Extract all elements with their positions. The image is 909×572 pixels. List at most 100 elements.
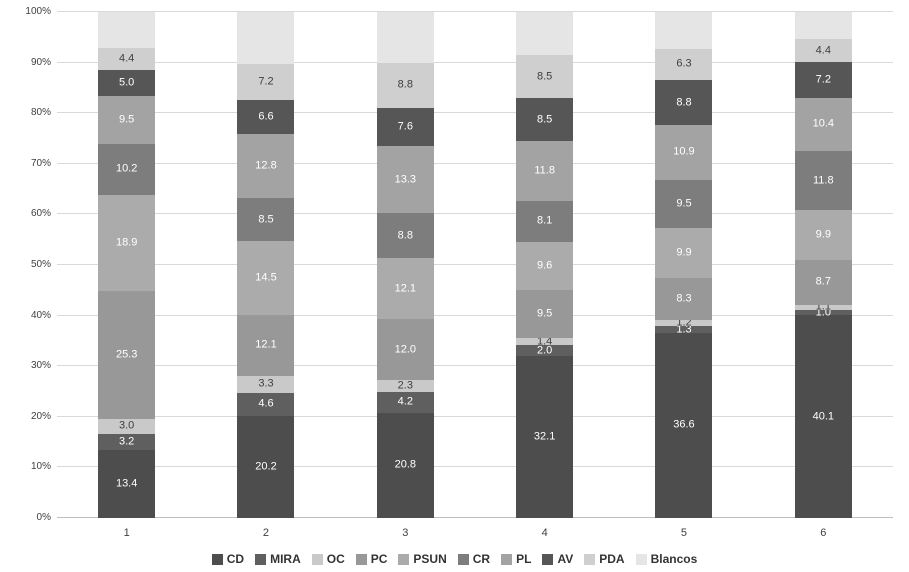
bar-segment-av: 7.2 [794,61,852,99]
legend-swatch [211,553,223,565]
bar-segment-av: 5.0 [98,70,156,96]
bar-segment-blancos [655,12,713,49]
segment-value-label: 8.7 [815,275,831,288]
bar-segment-mira: 4.2 [376,391,434,413]
y-axis-tick-label: 80% [30,107,51,119]
legend-label: AV [557,552,574,566]
legend-label: PL [516,552,532,566]
bar-segment-mira: 1.3 [655,323,713,336]
legend-item-av: AV [542,552,573,566]
bar-segment-mira: 2.0 [516,345,574,356]
segment-value-label: 1.0 [815,306,831,319]
bar-segment-pc: 8.7 [794,260,852,305]
segment-value-label: 8.8 [676,96,692,109]
segment-value-label: 9.5 [536,307,553,320]
legend-swatch [501,553,513,565]
segment-value-label: 1.3 [676,323,692,336]
bar-segment-psun: 9.9 [794,210,852,261]
gridline [57,466,893,468]
y-axis-tick-label: 10% [30,461,51,473]
bar-slot: 13.4 3.2 3.0 25.3 18.9 10.2 9.5 5.0 4.4 [57,12,196,518]
legend-item-pc: PC [355,552,388,566]
segment-value-label: 10.2 [115,162,138,175]
y-axis-tick-label: 20% [30,410,51,422]
x-axis: 1 2 3 4 5 6 [57,518,893,540]
bar-segment-psun: 12.1 [376,257,434,320]
gridline [57,517,893,518]
stacked-bar: 20.2 4.6 3.3 12.1 14.5 8.5 12.8 6.6 7.2 [237,12,295,518]
bar-segment-cd: 40.1 [794,315,852,518]
bar-segment-blancos [794,12,852,40]
legend-label: MIRA [270,552,301,566]
bar-segment-av: 8.5 [516,98,574,142]
legend-label: PC [370,552,388,566]
stacked-bar: 36.6 1.3 1.2 8.3 9.9 9.5 10.9 8.8 6.3 [655,12,713,518]
segment-value-label: 4.4 [119,52,135,65]
gridline [57,314,893,316]
segment-value-label: 9.5 [676,197,692,210]
legend-item-cr: CR [457,552,490,566]
bar-slot: 20.2 4.6 3.3 12.1 14.5 8.5 12.8 6.6 7.2 [196,12,335,518]
y-axis-tick-label: 50% [30,259,51,270]
bar-segment-pc: 25.3 [98,290,156,419]
bar-segment-pda: 7.2 [237,63,295,101]
legend-label: OC [326,552,345,566]
y-axis-tick-label: 100% [25,6,51,17]
gridline [57,112,893,114]
segment-value-label: 6.3 [676,57,692,70]
segment-value-label: 32.1 [533,430,556,443]
bar-segment-cr: 8.1 [516,200,574,242]
segment-value-label: 1.4 [536,335,553,348]
y-axis-tick-label: 60% [30,208,51,220]
bar-segment-blancos [98,12,156,48]
segment-value-label: 12.8 [255,159,277,172]
legend-swatch [398,553,410,565]
bar-segment-psun: 9.6 [516,241,574,291]
legend-label: Blancos [650,552,698,566]
bar-slot: 40.1 1.0 1.1 8.7 9.9 11.8 10.4 7.2 4.4 [754,12,893,518]
gridline [57,162,893,164]
segment-value-label: 13.3 [394,173,417,186]
bar-segment-mira: 4.6 [237,392,295,416]
legend-label: CD [226,552,245,566]
segment-value-label: 25.3 [115,348,138,361]
bar-segment-oc: 1.2 [655,317,713,328]
legend-swatch [255,553,267,565]
bars-layer: 13.4 3.2 3.0 25.3 18.9 10.2 9.5 5.0 4.4 20.2 4.6 3.… [57,12,893,518]
bar-segment-pl: 11.8 [516,141,574,201]
segment-value-label: 14.5 [255,271,277,284]
bar-segment-cr: 9.5 [655,180,713,229]
segment-value-label: 4.2 [397,395,413,408]
legend: CD MIRA OC PC PSUN CR PL AV PDA Blancos [0,549,909,569]
bar-segment-cr: 10.2 [98,143,156,196]
legend-label: PSUN [413,552,447,566]
legend-item-blancos: Blancos [635,552,698,566]
bar-segment-pl: 10.9 [655,124,713,181]
segment-value-label: 8.5 [536,70,553,83]
segment-value-label: 5.0 [119,76,135,89]
segment-value-label: 12.1 [255,338,277,351]
bar-segment-mira: 1.0 [794,306,852,319]
segment-value-label: 4.4 [815,44,831,57]
bar-slot: 36.6 1.3 1.2 8.3 9.9 9.5 10.9 8.8 6.3 [614,12,753,518]
y-axis-tick-label: 0% [36,512,51,523]
segment-value-label: 3.2 [119,435,135,448]
segment-value-label: 8.1 [536,214,553,227]
bar-segment-blancos [376,12,434,64]
stacked-bar: 13.4 3.2 3.0 25.3 18.9 10.2 9.5 5.0 4.4 [98,12,156,518]
segment-value-label: 10.4 [812,117,835,130]
bar-segment-oc: 3.3 [237,375,295,393]
bar-segment-oc: 2.3 [376,380,434,392]
legend-swatch [542,553,554,565]
bar-segment-cr: 11.8 [794,150,852,211]
segment-value-label: 7.2 [258,75,274,88]
bar-segment-pc: 12.0 [376,319,434,380]
bar-segment-av: 6.6 [237,100,295,134]
stacked-bar: 20.8 4.2 2.3 12.0 12.1 8.8 13.3 7.6 8.8 [376,12,434,518]
segment-value-label: 8.8 [397,78,413,91]
bar-segment-av: 8.8 [655,80,713,125]
segment-value-label: 8.3 [676,292,692,305]
bar-segment-cd: 20.2 [237,415,295,518]
segment-value-label: 6.6 [258,110,274,123]
